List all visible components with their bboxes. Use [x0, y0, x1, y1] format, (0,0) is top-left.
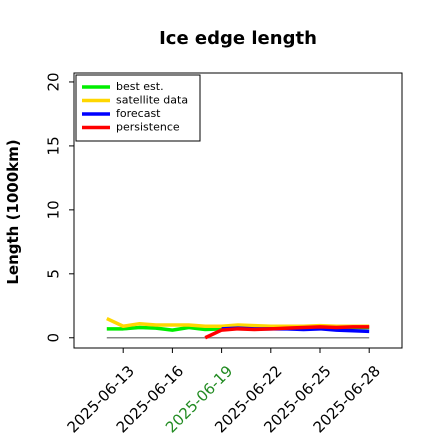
series-line	[204, 325, 370, 340]
legend-label: persistence	[116, 121, 180, 134]
legend-label: best est.	[116, 80, 164, 93]
y-tick-label: 0	[45, 333, 63, 343]
legend-label: forecast	[116, 107, 161, 120]
y-tick-label: 15	[45, 136, 63, 155]
chart-title: Ice edge length	[159, 28, 317, 49]
y-tick-label: 20	[45, 72, 63, 91]
y-tick-label: 10	[45, 200, 63, 219]
plot-frame	[73, 72, 403, 349]
legend-label: satellite data	[116, 94, 188, 107]
y-tick-label: 5	[45, 269, 63, 279]
series-line	[106, 316, 370, 329]
y-axis-label: Length (1000km)	[4, 139, 22, 284]
